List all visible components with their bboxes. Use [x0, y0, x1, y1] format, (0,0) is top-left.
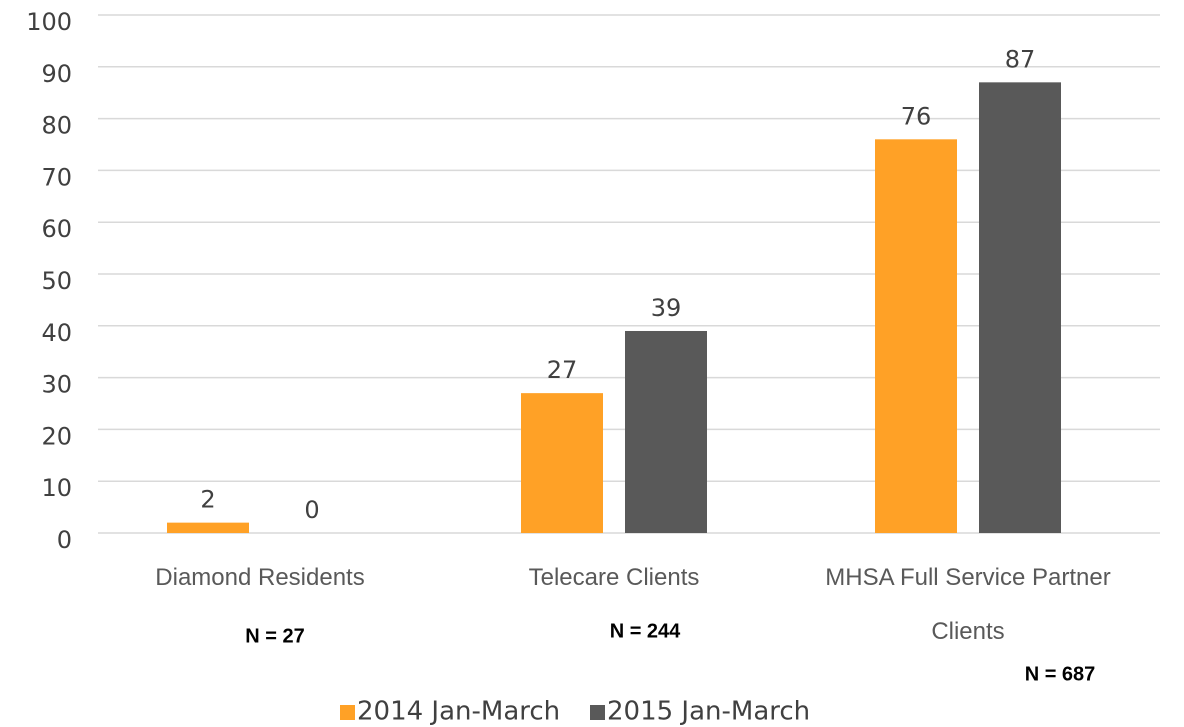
annotation: N = 687 [1025, 663, 1096, 685]
legend-label: 2014 Jan-March [357, 697, 560, 727]
value-label: 87 [1005, 45, 1036, 73]
bar [979, 82, 1061, 533]
bar [167, 522, 249, 533]
value-label: 76 [901, 102, 932, 130]
bar [625, 330, 707, 533]
y-tick-label: 90 [41, 60, 72, 88]
bar [521, 393, 603, 533]
y-tick-label: 30 [41, 371, 72, 399]
value-label: 27 [547, 356, 578, 384]
annotation: N = 244 [610, 620, 681, 642]
value-label: 39 [651, 294, 682, 322]
y-tick-label: 100 [26, 8, 72, 36]
y-tick-label: 80 [41, 112, 72, 140]
annotation: N = 27 [245, 625, 304, 647]
bar [875, 139, 957, 533]
y-tick-label: 10 [41, 474, 72, 502]
x-tick-label: Telecare Clients [528, 564, 700, 591]
y-tick-label: 70 [41, 163, 72, 191]
legend-swatch [590, 705, 605, 720]
value-label: 2 [200, 486, 215, 514]
y-tick-label: 40 [41, 319, 72, 347]
legend-swatch [340, 705, 355, 720]
y-tick-label: 50 [41, 267, 72, 295]
y-tick-label: 20 [41, 422, 72, 450]
legend-label: 2015 Jan-March [607, 697, 810, 727]
y-tick-label: 0 [57, 526, 72, 554]
y-tick-label: 60 [41, 215, 72, 243]
value-label: 0 [304, 496, 319, 524]
x-tick-label: Diamond Residents [155, 564, 365, 591]
x-tick-label: MHSA Full Service Partner Clients [825, 564, 1111, 645]
